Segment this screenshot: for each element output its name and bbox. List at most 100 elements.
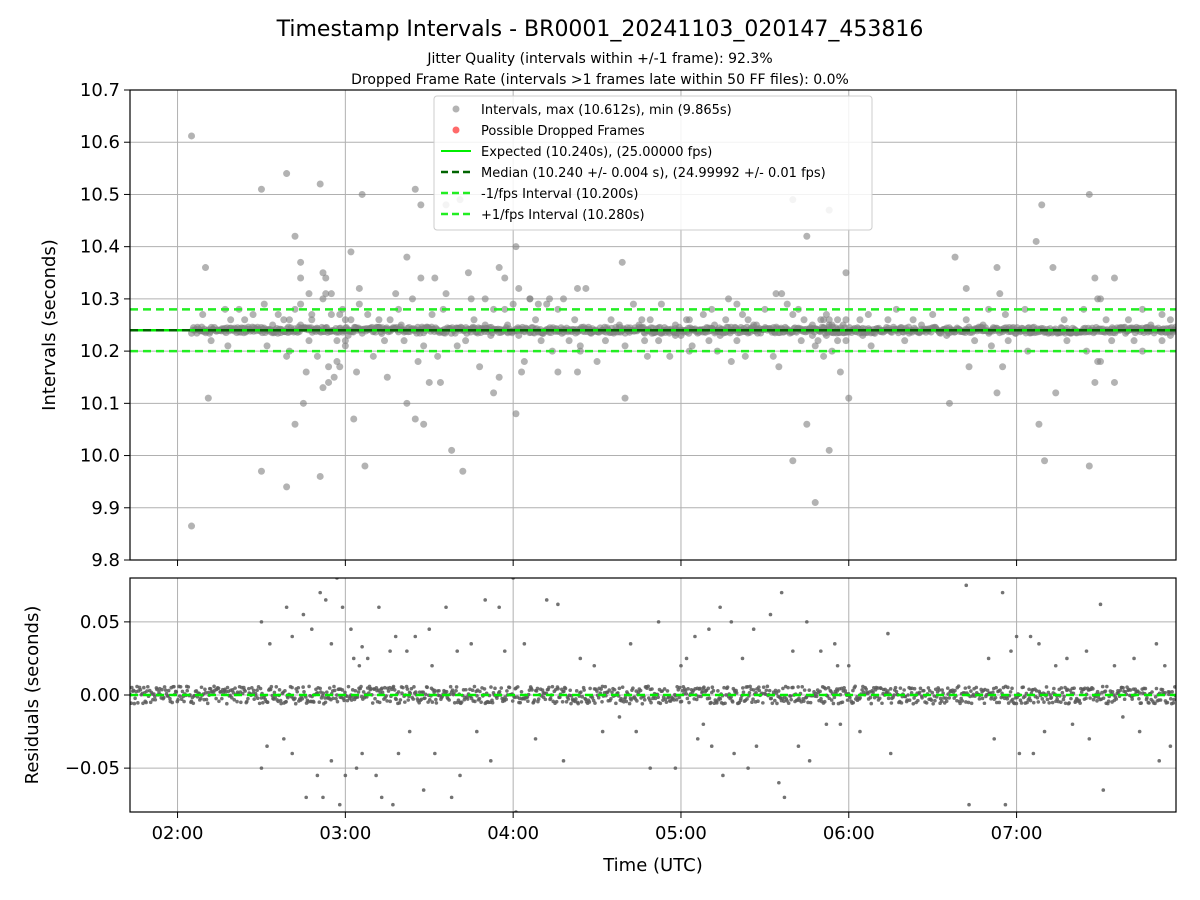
residual-point [1130,697,1134,701]
residual-point [392,688,397,692]
residual-point [592,663,597,668]
residual-point [148,700,153,705]
residual-point [788,694,793,698]
residual-point [920,695,924,700]
interval-point [434,352,442,360]
interval-point [856,316,864,324]
residual-point [174,690,179,694]
interval-point [1147,321,1155,329]
residual-point [340,688,345,692]
residual-point [397,701,402,705]
residual-point [1150,690,1154,694]
interval-point [269,321,277,329]
residual-point [345,694,349,699]
residual-point [574,689,579,693]
residual-point [660,689,665,693]
residual-point [499,686,504,690]
residual-point [518,700,523,705]
residual-point [937,688,942,692]
residual-point [489,685,493,689]
residual-point [722,685,726,690]
legend-label-median: Median (10.240 +/- 0.004 s), (24.99992 +… [481,166,826,181]
interval-point [327,311,335,319]
interval-point [297,258,305,266]
residual-point [819,649,823,653]
interval-point [341,316,349,324]
residual-point [1070,722,1075,727]
residual-point [1050,700,1055,705]
residual-point [1010,686,1014,691]
residual-point [822,699,827,704]
residual-point [1078,701,1082,705]
interval-point [671,321,679,329]
residual-point [359,684,363,689]
residual-point [554,699,559,704]
residual-point [679,699,684,704]
residual-point [437,688,441,693]
interval-point [727,358,735,366]
residual-point [802,699,806,703]
residual-point [775,701,779,706]
residual-point [656,620,661,624]
residual-point [718,697,723,701]
residual-point [918,686,923,691]
residual-point [377,700,382,705]
residual-point [1014,701,1019,706]
residual-point [507,685,512,690]
residual-point [596,695,601,700]
residual-point [560,699,565,704]
residual-point [419,697,424,702]
residual-point [1173,685,1176,689]
residual-point [354,766,359,770]
residual-point [286,695,290,700]
interval-point [448,446,456,454]
interval-point [783,300,791,308]
interval-point [1004,337,1012,345]
top-ytick-label-8: 10.6 [80,132,120,153]
residual-point [334,696,338,701]
residual-point [656,695,660,700]
residual-point [1023,694,1027,699]
interval-point [481,295,489,303]
residual-point [1047,701,1051,705]
residual-point [1084,649,1089,653]
residual-point [864,687,868,691]
interval-point [601,337,609,345]
residual-point [145,689,149,693]
residual-point [403,700,407,704]
residual-point [725,685,730,689]
residual-point [239,700,243,705]
interval-point [1166,316,1174,324]
residual-point [635,699,639,703]
residual-point [967,685,971,690]
residual-point [912,696,916,700]
top-panel-frame [129,89,1177,561]
interval-point [705,337,713,345]
interval-point [811,342,819,350]
residual-point [176,697,180,702]
bottom-xtick-label-02:00: 02:00 [152,823,204,844]
residual-point [684,692,689,696]
residual-point [556,686,560,691]
interval-point [808,331,816,339]
residual-point [1037,642,1041,646]
interval-point [431,274,439,282]
residual-point [940,688,945,692]
interval-point [655,337,663,345]
residual-point [916,698,920,703]
residual-point [578,656,583,661]
residual-point [610,690,614,694]
residual-point [642,698,647,702]
interval-point [814,337,822,345]
residual-point [730,700,735,704]
interval-point [621,394,629,402]
interval-point [397,321,405,329]
residual-point [225,701,229,706]
residual-point [702,685,706,689]
residual-point [170,700,175,705]
residual-point [909,691,914,695]
residual-point [966,700,971,705]
interval-point [462,337,470,345]
residual-point [649,700,653,705]
